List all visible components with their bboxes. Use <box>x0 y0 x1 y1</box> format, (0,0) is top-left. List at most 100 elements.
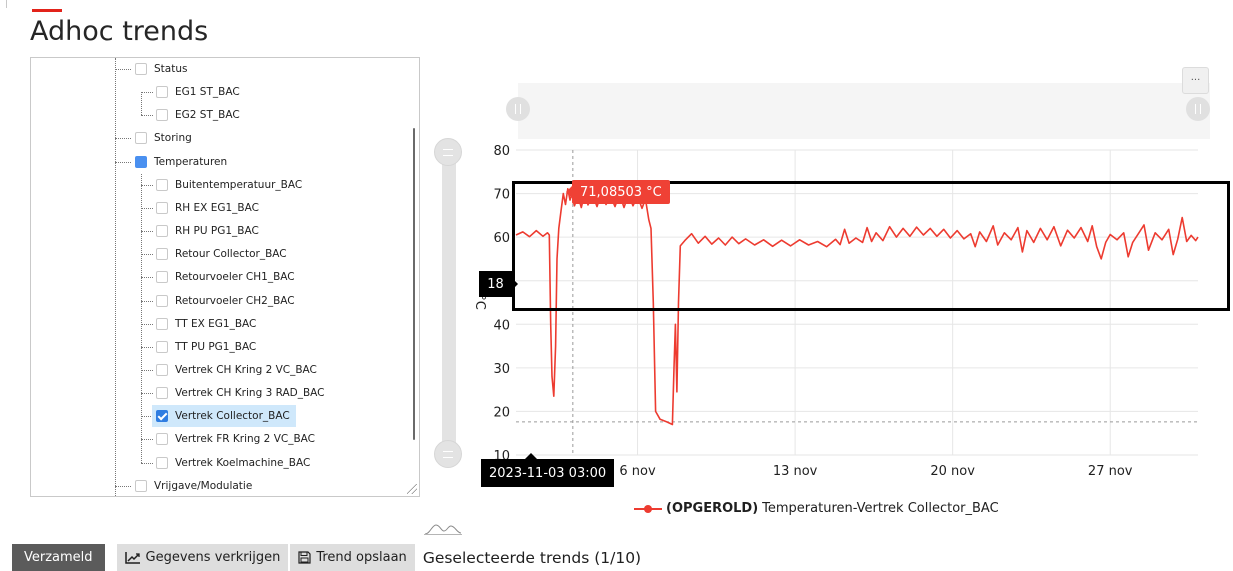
tree-connector <box>141 92 142 116</box>
legend-series-label: Temperaturen-Vertrek Collector_BAC <box>762 501 999 516</box>
tree-item-checkbox[interactable] <box>135 155 147 168</box>
chart-legend[interactable]: (OPGEROLD) Temperaturen-Vertrek Collecto… <box>634 501 999 516</box>
tree-item-checkbox[interactable] <box>156 201 168 214</box>
y-tick-label: 20 <box>493 405 510 420</box>
value-tooltip: 71,08503 °C <box>566 180 670 204</box>
tree-item-label: RH EX EG1_BAC <box>175 201 259 214</box>
tree-item[interactable]: Buitentemperatuur_BAC <box>152 174 302 196</box>
y-tick-label: 80 <box>493 144 510 159</box>
tree-item[interactable]: Temperaturen <box>131 151 227 173</box>
tree-connector <box>141 323 153 325</box>
edge-tick <box>6 0 7 8</box>
chart-menu-button[interactable]: ··· <box>1182 67 1209 94</box>
tree-item-checkbox[interactable] <box>156 294 168 307</box>
tree-item[interactable]: Status <box>131 58 187 80</box>
tree-item[interactable]: Vertrek Koelmachine_BAC <box>152 452 310 474</box>
tree-item-checkbox[interactable] <box>156 271 168 284</box>
tree-item-checkbox[interactable] <box>156 340 168 353</box>
tree-connector <box>141 346 153 348</box>
tree-item[interactable]: Vrijgave/Modulatie <box>131 475 253 496</box>
line-chart-icon <box>124 551 141 564</box>
y-range-slider-track[interactable] <box>442 142 456 454</box>
y-tick-label: 70 <box>493 188 510 203</box>
time-navigator[interactable] <box>518 83 1210 139</box>
tree-item-checkbox[interactable] <box>156 248 168 261</box>
get-data-button[interactable]: Gegevens verkrijgen <box>116 544 289 571</box>
collapse-toggle-icon[interactable] <box>424 523 462 535</box>
chart-grid <box>516 149 1198 456</box>
y-tick-label: 40 <box>493 318 510 333</box>
tree-item-label: Vertrek FR Kring 2 VC_BAC <box>175 433 315 446</box>
navigator-left-handle[interactable] <box>506 97 530 121</box>
x-tick-label: 27 nov <box>1088 464 1133 479</box>
tree-connector <box>141 277 153 279</box>
tree-scrollbar[interactable] <box>413 128 415 440</box>
tree-connector <box>115 69 131 70</box>
collected-button[interactable]: Verzameld <box>12 544 105 571</box>
y-range-top-handle[interactable] <box>434 138 462 166</box>
tree-connector <box>141 369 153 371</box>
tree-item-checkbox[interactable] <box>156 387 168 400</box>
tree-item[interactable]: Retourvoeler CH1_BAC <box>152 266 295 288</box>
tree-item-checkbox[interactable] <box>135 63 147 75</box>
navigator-right-handle[interactable] <box>1186 97 1210 121</box>
tree-connector <box>115 485 131 487</box>
y-crosshair-readout: 18 <box>479 271 518 297</box>
tree-item-label: RH PU PG1_BAC <box>175 225 259 238</box>
bottom-toolbar: Verzameld Gegevens verkrijgen Trend opsl… <box>0 544 641 571</box>
floppy-disk-icon <box>298 551 311 564</box>
tree-item-checkbox[interactable] <box>156 178 168 191</box>
tree-item[interactable]: Vertrek CH Kring 2 VC_BAC <box>152 359 317 381</box>
get-data-label: Gegevens verkrijgen <box>145 550 281 565</box>
tree-item[interactable]: TT PU PG1_BAC <box>152 336 256 358</box>
tree-item-checkbox[interactable] <box>156 456 168 469</box>
tree-connector <box>141 115 153 117</box>
tree-item-label: Vertrek CH Kring 2 VC_BAC <box>175 363 317 376</box>
tree-item[interactable]: Vertrek FR Kring 2 VC_BAC <box>152 428 315 450</box>
tree-item[interactable]: Retour Collector_BAC <box>152 243 287 265</box>
tree-item-label: Retourvoeler CH2_BAC <box>175 294 295 307</box>
tree-item-label: Vrijgave/Modulatie <box>154 479 253 492</box>
tree-item-label: TT EX EG1_BAC <box>175 317 257 330</box>
tree-item-checkbox[interactable] <box>156 109 168 122</box>
tree-item-checkbox[interactable] <box>156 433 168 446</box>
tree-item[interactable]: Vertrek Collector_BAC <box>152 405 296 428</box>
tree-connector <box>115 161 131 163</box>
tree-item[interactable]: Retourvoeler CH2_BAC <box>152 290 295 312</box>
tree-item-label: Temperaturen <box>154 155 228 168</box>
tree-item[interactable]: Vertrek CH Kring 3 RAD_BAC <box>152 382 325 404</box>
tree-item[interactable]: RH PU PG1_BAC <box>152 220 259 242</box>
selected-trends-tab[interactable]: Geselecteerde trends (1/10) <box>422 548 642 567</box>
tree-item-checkbox[interactable] <box>135 479 147 492</box>
x-tick-label: 6 nov <box>619 464 656 479</box>
y-tick-label: 30 <box>493 362 510 377</box>
tree-item[interactable]: TT EX EG1_BAC <box>152 313 256 335</box>
tree-item[interactable]: RH EX EG1_BAC <box>152 197 259 219</box>
tree-connector <box>141 462 153 464</box>
tree-item-checkbox[interactable] <box>156 86 168 99</box>
tree-connector <box>141 254 153 256</box>
y-range-bottom-handle[interactable] <box>434 440 462 468</box>
save-trend-label: Trend opslaan <box>316 550 407 565</box>
tree-item-label: Vertrek Collector_BAC <box>175 410 290 423</box>
resize-grip-icon[interactable] <box>407 484 417 494</box>
save-trend-button[interactable]: Trend opslaan <box>290 544 415 571</box>
tree-item[interactable]: EG1 ST_BAC <box>152 81 240 103</box>
y-tick-label: 60 <box>493 231 510 246</box>
tree-item-checkbox[interactable] <box>156 363 168 376</box>
tree-item[interactable]: EG2 ST_BAC <box>152 104 240 126</box>
tree-connector <box>141 231 153 233</box>
x-crosshair-readout: 2023-11-03 03:00 <box>481 453 615 487</box>
tree-item-checkbox[interactable] <box>156 410 168 423</box>
accent-bar <box>32 9 62 12</box>
trend-tree-panel[interactable]: Status EG1 ST_BAC EG2 ST_BAC Storing Tempera… <box>30 57 420 497</box>
tree-item-checkbox[interactable] <box>156 225 168 238</box>
tree-item-checkbox[interactable] <box>156 317 168 330</box>
tree-connector <box>141 393 153 395</box>
tree-connector <box>141 92 153 94</box>
series-line <box>515 188 1199 426</box>
tree-item[interactable]: Storing <box>131 127 192 149</box>
tree-connector <box>141 184 153 186</box>
tree-item-checkbox[interactable] <box>135 132 147 145</box>
tree-connector <box>141 439 153 441</box>
